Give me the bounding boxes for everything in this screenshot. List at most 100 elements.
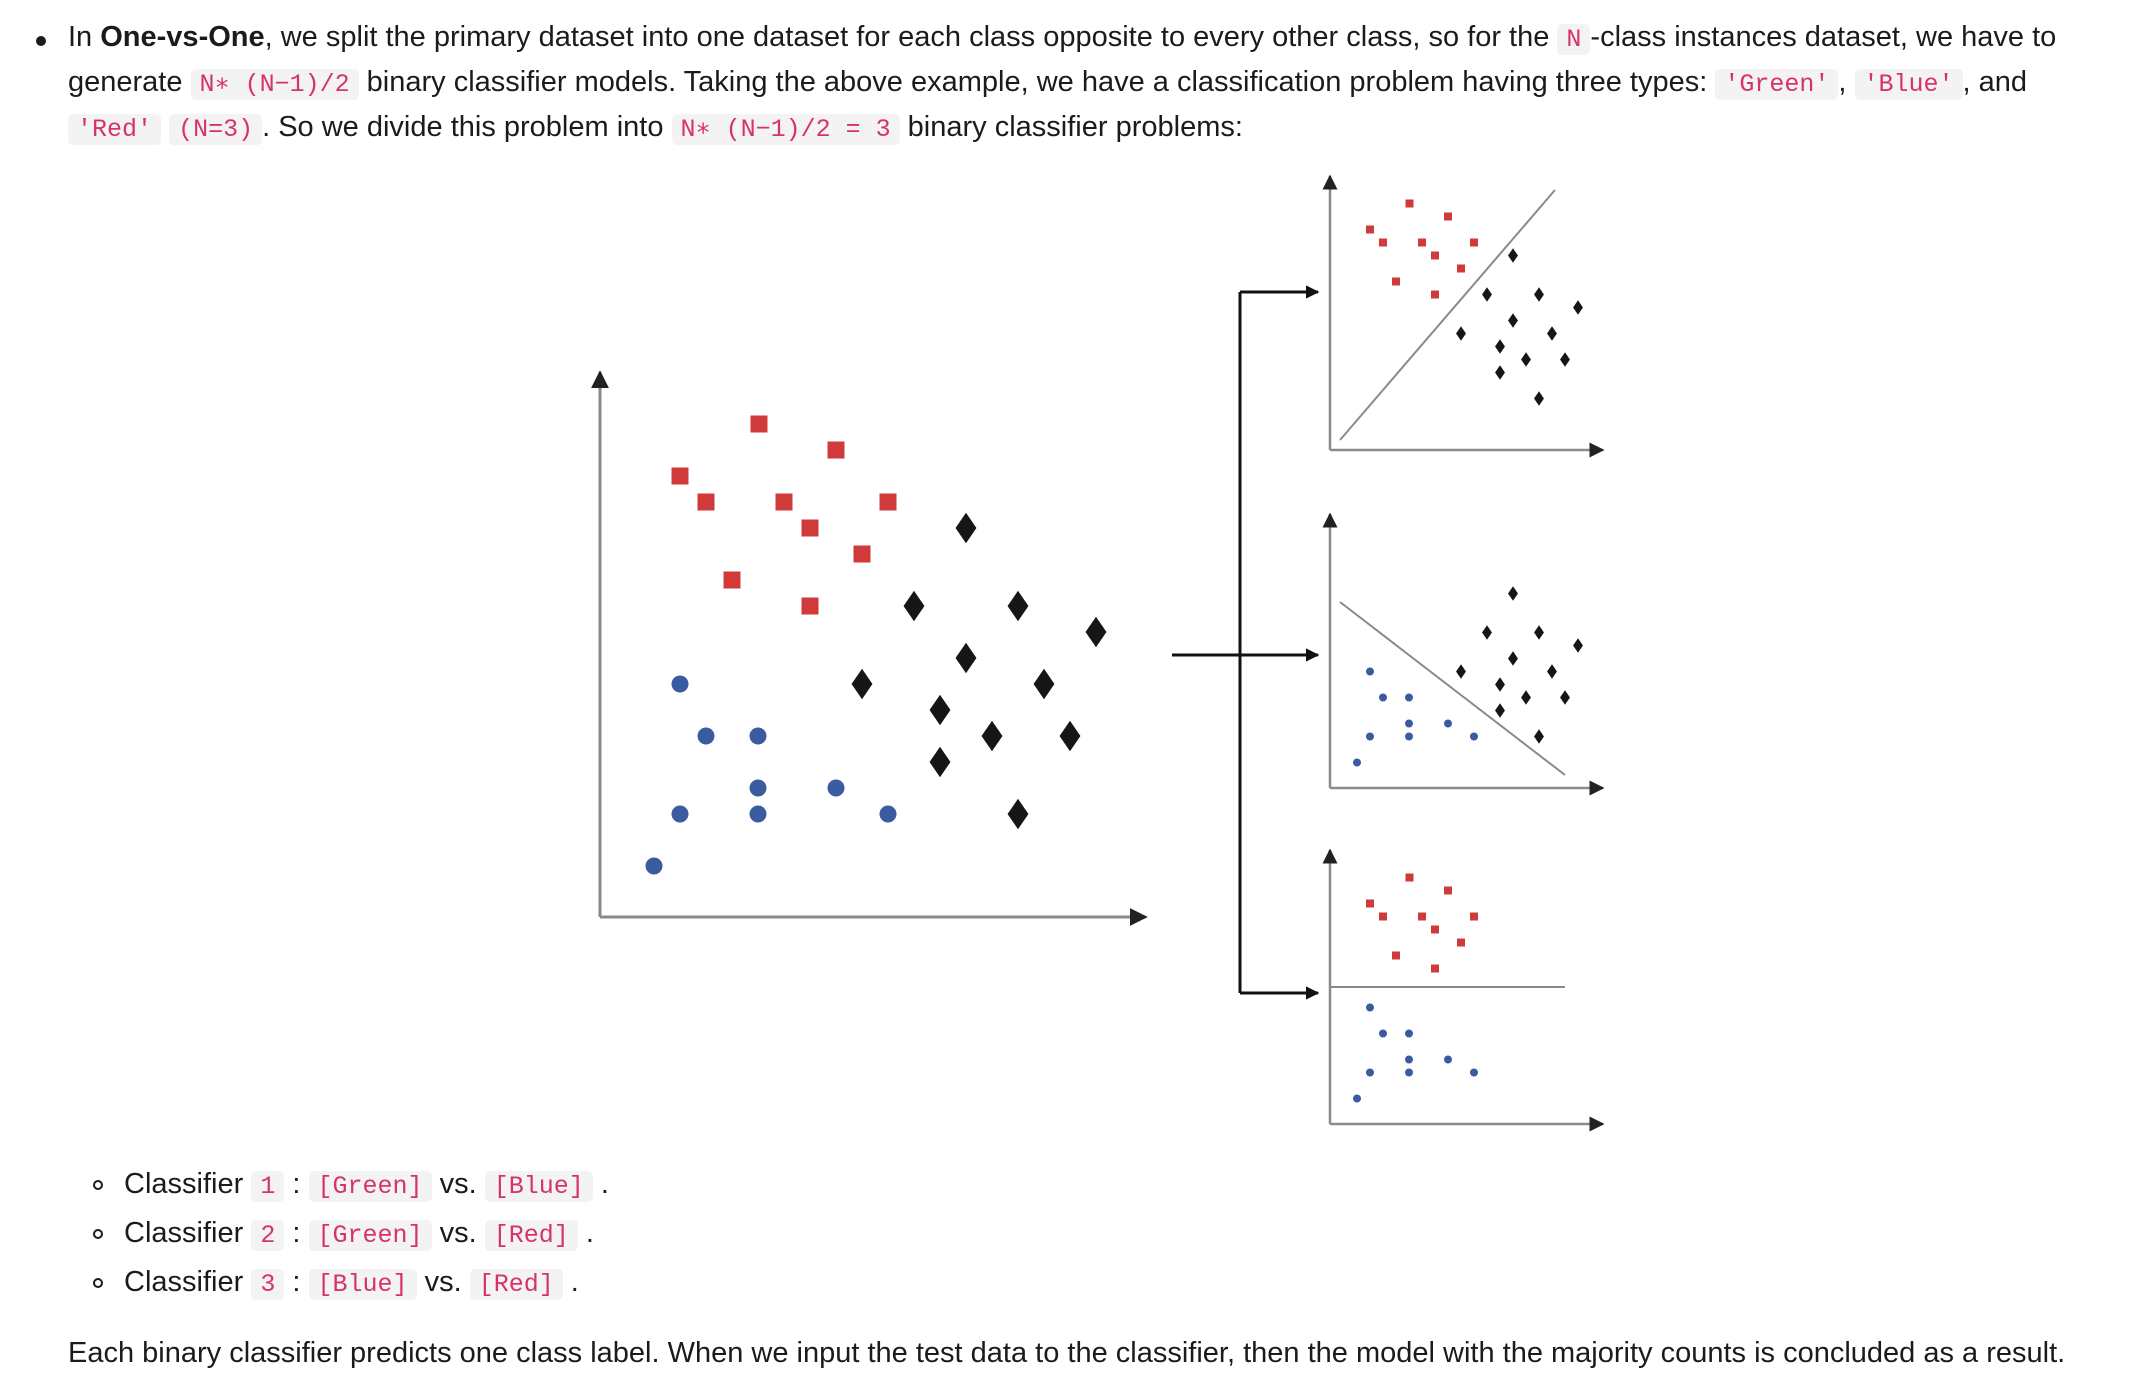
- sub3-blue-point-circle-icon: [1470, 1068, 1478, 1077]
- sub-bullet-icon: [93, 1180, 103, 1190]
- classifier-1-number: 1: [251, 1171, 285, 1202]
- sub2-blue-point-circle-icon: [1366, 732, 1374, 741]
- main-black-point-diamond-icon: [1059, 720, 1081, 752]
- main-blue-point-circle-icon: [749, 727, 767, 745]
- sub3-blue-point-circle-icon: [1444, 1055, 1452, 1064]
- sub3-red-point-square-icon: [1470, 912, 1478, 921]
- classifier-2-class-a: [Green]: [308, 1220, 432, 1251]
- code-n: N: [1557, 24, 1591, 55]
- sub1-black-point-diamond-icon: [1534, 287, 1544, 302]
- classifier-2-number: 2: [251, 1220, 285, 1251]
- sub1-red-point-square-icon: [1418, 238, 1426, 247]
- main-blue-point-circle-icon: [827, 779, 845, 797]
- main-red-point-square-icon: [750, 415, 768, 433]
- main-plot: [591, 370, 1148, 926]
- main-black-point-diamond-icon: [1007, 798, 1029, 830]
- main-red-point-square-icon: [853, 545, 871, 563]
- sub2-blue-point-circle-icon: [1366, 667, 1374, 676]
- main-blue-point-circle-icon: [671, 675, 689, 693]
- sub1-black-point-diamond-icon: [1521, 352, 1531, 367]
- sub3-red-point-square-icon: [1457, 938, 1465, 947]
- sub1-black-point-diamond-icon: [1508, 313, 1518, 328]
- sub2-blue-point-circle-icon: [1470, 732, 1478, 741]
- sub1-red-point-square-icon: [1405, 199, 1414, 208]
- classifier-1-plot: [1322, 174, 1605, 458]
- main-blue-point-circle-icon: [697, 727, 715, 745]
- sub2-black-point-diamond-icon: [1521, 690, 1531, 705]
- main-red-point-square-icon: [671, 467, 689, 485]
- sub3-blue-point-circle-icon: [1366, 1003, 1374, 1012]
- classifier-1-class-b: [Blue]: [484, 1171, 593, 1202]
- sub2-blue-point-circle-icon: [1353, 758, 1361, 767]
- sub2-black-point-diamond-icon: [1534, 729, 1544, 744]
- sub3-red-point-square-icon: [1392, 951, 1400, 960]
- sub3-blue-point-circle-icon: [1405, 1055, 1413, 1064]
- main-black-point-diamond-icon: [955, 512, 977, 544]
- bullet-icon: [36, 36, 46, 46]
- main-red-point-square-icon: [723, 571, 741, 589]
- sub3-blue-point-circle-icon: [1353, 1094, 1361, 1103]
- sub2-black-point-diamond-icon: [1508, 651, 1518, 666]
- sub-bullet-icon: [93, 1229, 103, 1239]
- main-blue-point-circle-icon: [749, 779, 767, 797]
- sub2-black-point-diamond-icon: [1534, 625, 1544, 640]
- main-red-point-square-icon: [801, 597, 819, 615]
- sub3-red-point-square-icon: [1379, 912, 1387, 921]
- sub1-decision-boundary: [1339, 189, 1556, 441]
- classifier-2-class-b: [Red]: [484, 1220, 578, 1251]
- sub1-black-point-diamond-icon: [1495, 365, 1505, 380]
- sub1-black-point-diamond-icon: [1508, 248, 1518, 263]
- sub2-black-point-diamond-icon: [1495, 677, 1505, 692]
- sub1-red-point-square-icon: [1392, 277, 1400, 286]
- classifier-3-number: 3: [251, 1269, 285, 1300]
- one-vs-one-term: One-vs-One: [100, 21, 265, 53]
- sub2-blue-point-circle-icon: [1444, 719, 1452, 728]
- main-black-point-diamond-icon: [1007, 590, 1029, 622]
- sub2-black-point-diamond-icon: [1482, 625, 1492, 640]
- sub3-blue-point-circle-icon: [1405, 1029, 1413, 1038]
- main-red-point-square-icon: [697, 493, 715, 511]
- main-black-point-diamond-icon: [903, 590, 925, 622]
- sub3-blue-point-circle-icon: [1366, 1068, 1374, 1077]
- sub2-blue-point-circle-icon: [1405, 732, 1413, 741]
- main-black-point-diamond-icon: [929, 694, 951, 726]
- main-red-point-square-icon: [827, 441, 845, 459]
- main-black-point-diamond-icon: [1085, 616, 1107, 648]
- sub2-blue-point-circle-icon: [1405, 719, 1413, 728]
- main-black-point-diamond-icon: [851, 668, 873, 700]
- main-black-point-diamond-icon: [929, 746, 951, 778]
- main-blue-point-circle-icon: [645, 857, 663, 875]
- sub1-black-point-diamond-icon: [1456, 326, 1466, 341]
- sub2-blue-point-circle-icon: [1405, 693, 1413, 702]
- sub-bullet-icon: [93, 1278, 103, 1288]
- main-red-point-square-icon: [775, 493, 793, 511]
- classifier-3-item: Classifier 3 : [Blue] vs. [Red] .: [124, 1266, 579, 1300]
- sub3-red-point-square-icon: [1405, 873, 1414, 882]
- code-red: 'Red': [68, 114, 162, 145]
- main-red-point-square-icon: [801, 519, 819, 537]
- sub1-black-point-diamond-icon: [1547, 326, 1557, 341]
- sub3-red-point-square-icon: [1418, 912, 1426, 921]
- main-black-point-diamond-icon: [981, 720, 1003, 752]
- sub2-blue-point-circle-icon: [1379, 693, 1387, 702]
- sub3-red-point-square-icon: [1444, 886, 1452, 895]
- code-formula: N∗ (N−1)/2: [190, 69, 359, 100]
- intro-paragraph: In One-vs-One, we split the primary data…: [68, 21, 2057, 145]
- sub3-red-point-square-icon: [1431, 925, 1439, 934]
- sub2-black-point-diamond-icon: [1508, 586, 1518, 601]
- classifier-2-item: Classifier 2 : [Green] vs. [Red] .: [124, 1217, 594, 1251]
- main-black-point-diamond-icon: [1033, 668, 1055, 700]
- sub3-blue-point-circle-icon: [1405, 1068, 1413, 1077]
- classifier-2-plot: [1322, 512, 1605, 796]
- sub3-red-point-square-icon: [1431, 964, 1439, 973]
- sub1-black-point-diamond-icon: [1482, 287, 1492, 302]
- sub3-blue-point-circle-icon: [1379, 1029, 1387, 1038]
- connector-arrows: [1172, 285, 1320, 1000]
- classifier-3-class-b: [Red]: [469, 1269, 563, 1300]
- sub1-black-point-diamond-icon: [1495, 339, 1505, 354]
- sub1-red-point-square-icon: [1379, 238, 1387, 247]
- sub1-black-point-diamond-icon: [1534, 391, 1544, 406]
- sub1-black-point-diamond-icon: [1560, 352, 1570, 367]
- sub1-red-point-square-icon: [1431, 251, 1439, 260]
